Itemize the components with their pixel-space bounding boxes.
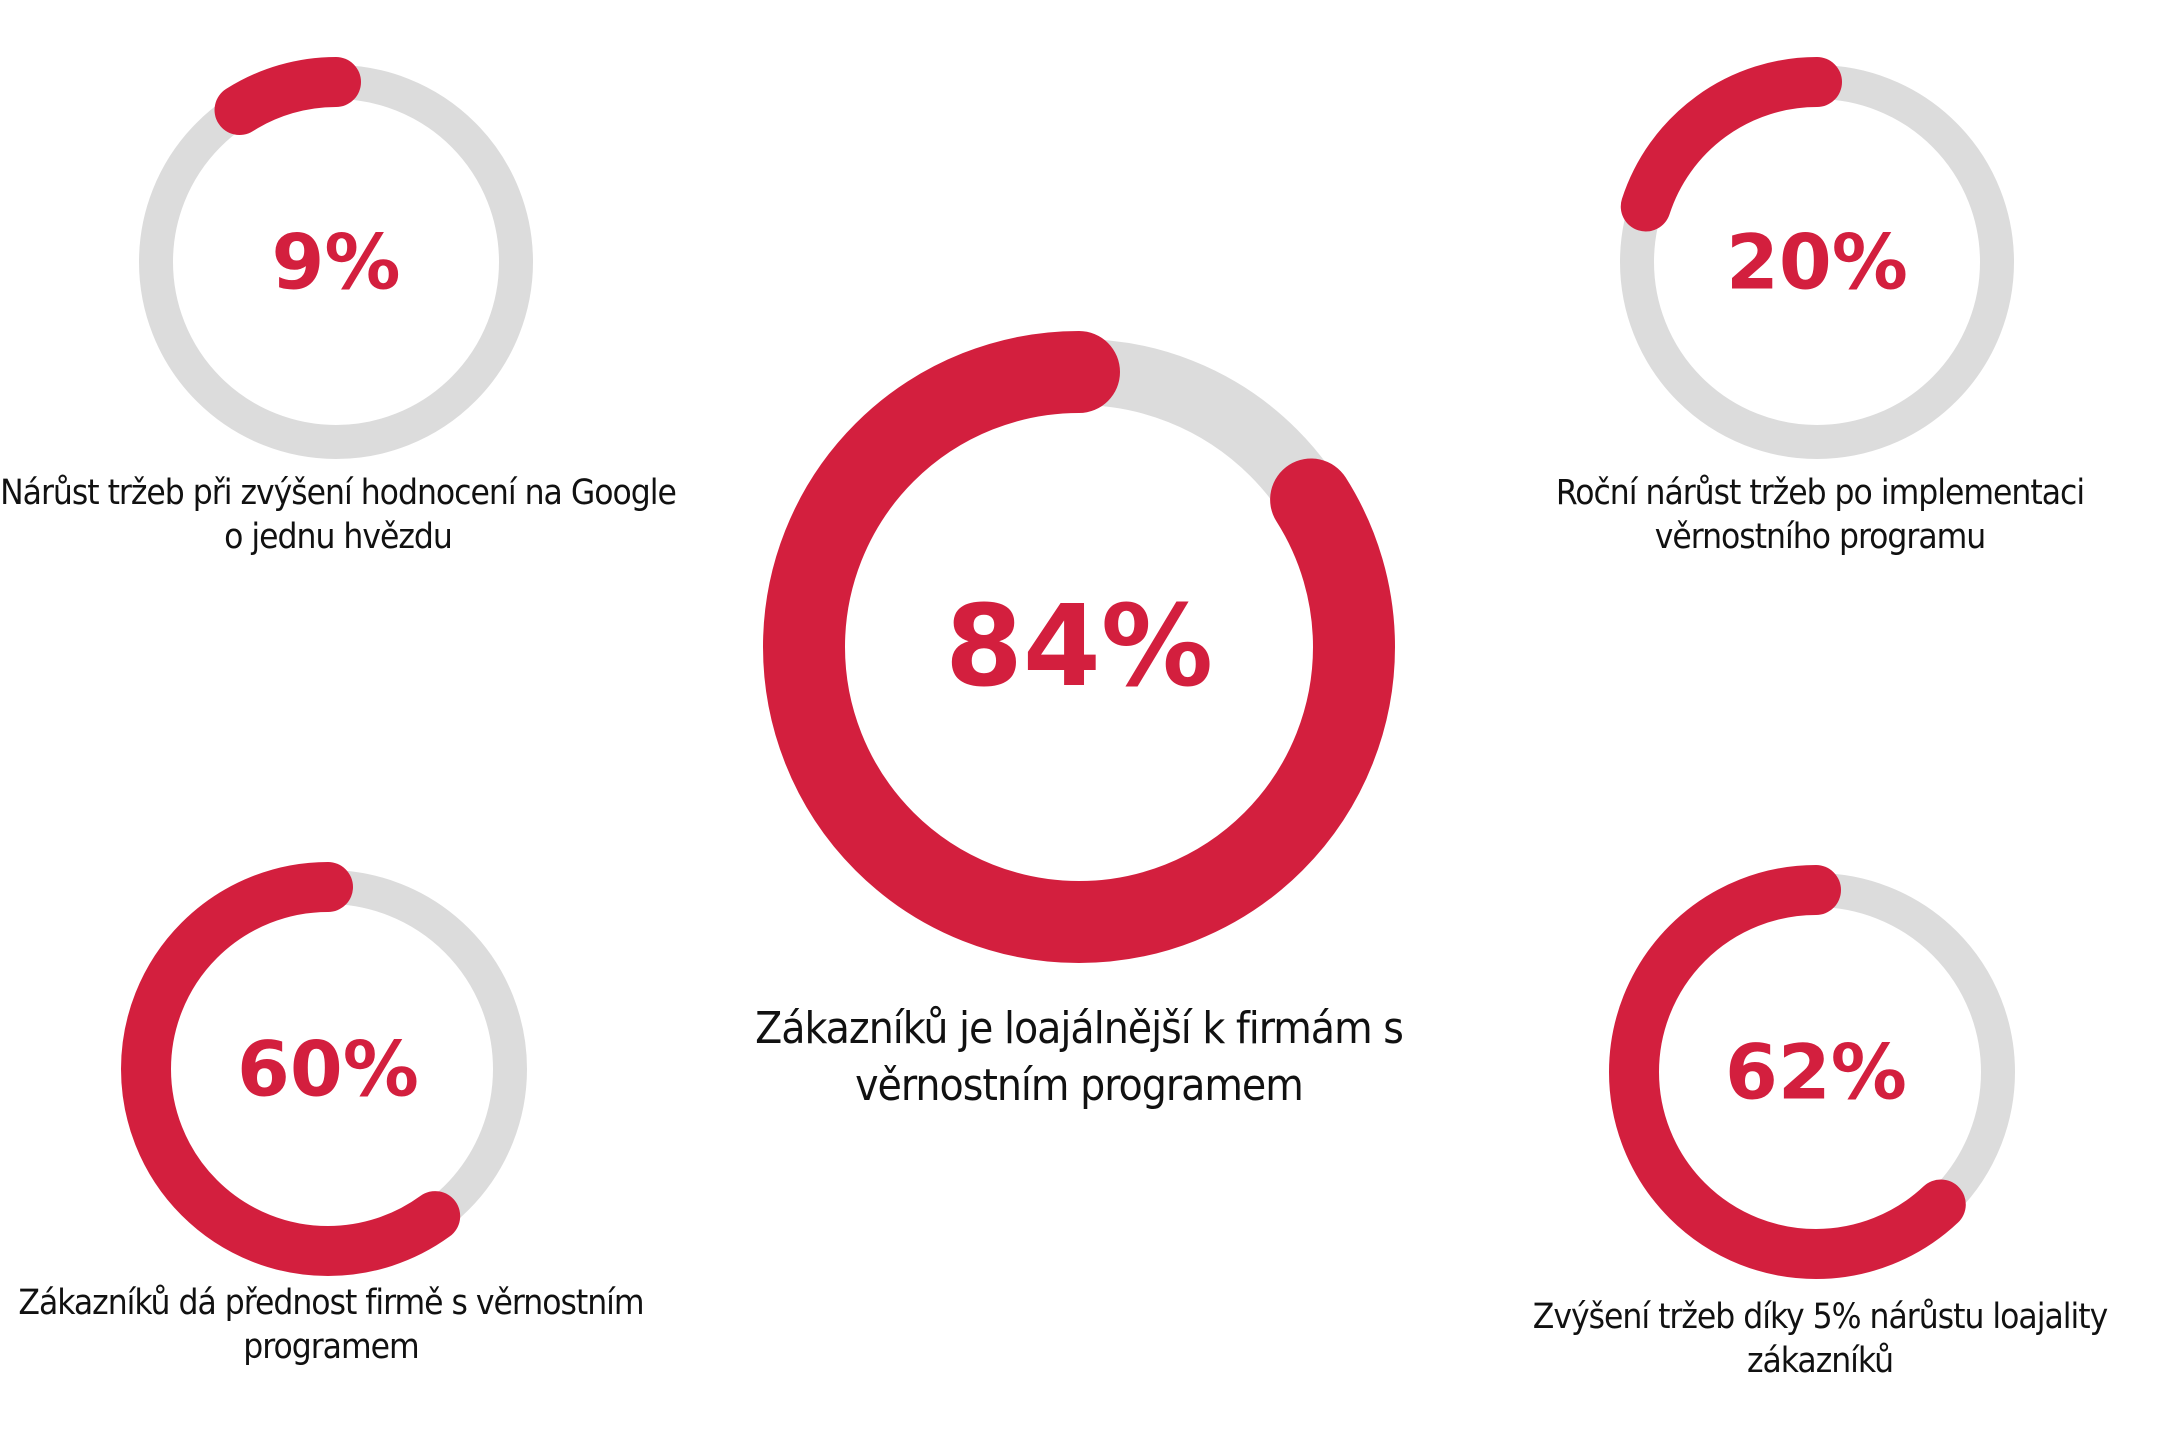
donut-loyal: 84% bbox=[763, 331, 1395, 963]
label-annual: Roční nárůst tržeb po implementaci věrno… bbox=[1555, 473, 2085, 557]
donut-percent-label: 84% bbox=[945, 582, 1213, 712]
donut-annual: 20% bbox=[1612, 57, 2022, 467]
label-prefer: Zákazníků dá přednost firmě s věrnostním… bbox=[18, 1283, 644, 1367]
donut-prefer: 60% bbox=[121, 862, 535, 1276]
donut-value-arc bbox=[1612, 57, 2022, 467]
label-revenue: Zvýšení tržeb díky 5% nárůstu loajality … bbox=[1532, 1297, 2108, 1381]
donut-percent-label: 9% bbox=[271, 218, 400, 307]
donut-value-arc bbox=[763, 331, 1395, 963]
donut-value-arc bbox=[121, 862, 535, 1276]
donut-value-arc bbox=[131, 57, 541, 467]
donut-value-arc bbox=[1609, 865, 2023, 1279]
donut-google: 9% bbox=[131, 57, 541, 467]
donut-percent-label: 20% bbox=[1726, 218, 1908, 307]
donut-percent-label: 62% bbox=[1725, 1028, 1907, 1117]
label-loyal: Zákazníků je loajálnější k firmám s věrn… bbox=[755, 1003, 1404, 1112]
donut-percent-label: 60% bbox=[237, 1025, 419, 1114]
label-google: Nárůst tržeb při zvýšení hodnocení na Go… bbox=[0, 473, 677, 557]
donut-revenue: 62% bbox=[1609, 865, 2023, 1279]
